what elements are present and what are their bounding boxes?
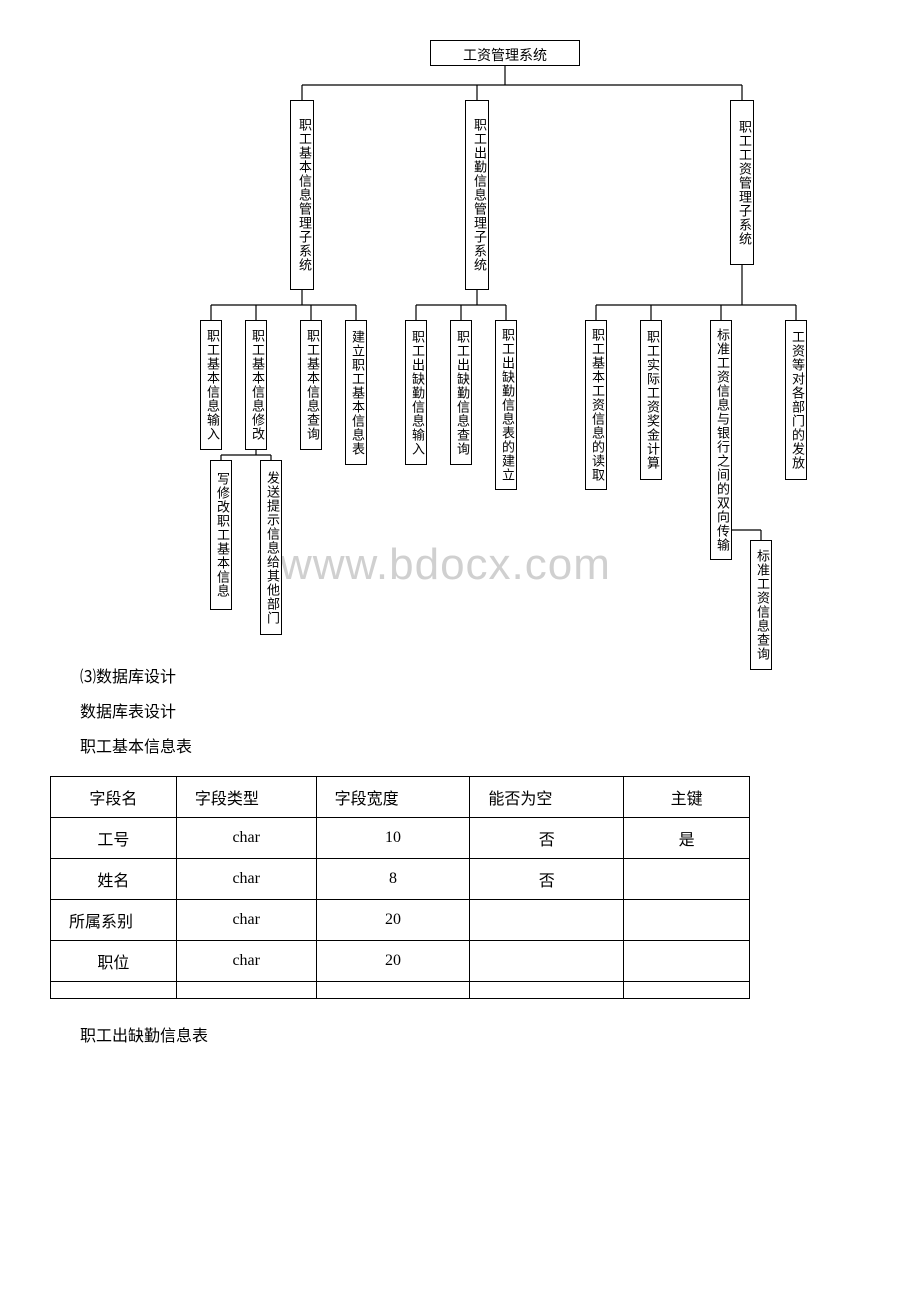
table-cell: 工号 <box>51 817 177 858</box>
tree-node: 建立职工基本信息表 <box>345 320 367 465</box>
employee-info-table: 字段名字段类型字段宽度能否为空主键工号char10否是姓名char8否所属系别c… <box>50 776 750 999</box>
tree-node: 标准工资信息与银行之间的双向传输 <box>710 320 732 560</box>
table-cell: char <box>176 817 316 858</box>
tree-node: 职工基本信息管理子系统 <box>290 100 314 290</box>
table-cell <box>624 858 750 899</box>
section-3a-heading: 数据库表设计 <box>80 695 900 730</box>
table-cell <box>470 940 624 981</box>
table-header-cell: 主键 <box>624 776 750 817</box>
tree-node: 职工出缺勤信息表的建立 <box>495 320 517 490</box>
watermark-text: www.bdocx.com <box>280 540 611 590</box>
tree-node: 职工基本信息输入 <box>200 320 222 450</box>
tree-node: 工资管理系统 <box>430 40 580 66</box>
table-cell: 是 <box>624 817 750 858</box>
tree-node: 职工实际工资奖金计算 <box>640 320 662 480</box>
table-cell: 10 <box>316 817 470 858</box>
table-cell <box>624 981 750 998</box>
table-cell: 否 <box>470 858 624 899</box>
table-cell: 20 <box>316 899 470 940</box>
tree-node: 职工出缺勤信息输入 <box>405 320 427 465</box>
table-header-cell: 能否为空 <box>470 776 624 817</box>
tree-node: 写修改职工基本信息 <box>210 460 232 610</box>
tree-node: 职工基本信息修改 <box>245 320 267 450</box>
table-cell <box>316 981 470 998</box>
table-cell <box>624 940 750 981</box>
table-cell <box>470 899 624 940</box>
table-cell <box>176 981 316 998</box>
tree-node: 职工工资管理子系统 <box>730 100 754 265</box>
tree-node: 标准工资信息查询 <box>750 540 772 670</box>
table-cell: 20 <box>316 940 470 981</box>
table-cell: 姓名 <box>51 858 177 899</box>
tree-node: 发送提示信息给其他部门 <box>260 460 282 635</box>
tree-node: 职工基本信息查询 <box>300 320 322 450</box>
table2-title: 职工出缺勤信息表 <box>80 1019 900 1054</box>
tree-node: 职工基本工资信息的读取 <box>585 320 607 490</box>
table-cell <box>470 981 624 998</box>
tree-node: 工资等对各部门的发放 <box>785 320 807 480</box>
org-tree-diagram: www.bdocx.com 工资管理系统职工基本信息管理子系统 职工出勤信息管理子… <box>110 40 810 630</box>
table-header-cell: 字段宽度 <box>316 776 470 817</box>
table-cell: char <box>176 899 316 940</box>
table-cell: char <box>176 940 316 981</box>
table-header-cell: 字段名 <box>51 776 177 817</box>
tree-node: 职工出缺勤信息查询 <box>450 320 472 465</box>
tree-node: 职工出勤信息管理子系统 <box>465 100 489 290</box>
section-3-heading: ⑶数据库设计 <box>80 660 900 695</box>
table-cell: 8 <box>316 858 470 899</box>
table-cell <box>624 899 750 940</box>
table1-title: 职工基本信息表 <box>80 730 900 765</box>
table-cell: 所属系别 <box>51 899 177 940</box>
table-cell: 职位 <box>51 940 177 981</box>
table-header-cell: 字段类型 <box>176 776 316 817</box>
table-cell <box>51 981 177 998</box>
table-cell: char <box>176 858 316 899</box>
table-cell: 否 <box>470 817 624 858</box>
